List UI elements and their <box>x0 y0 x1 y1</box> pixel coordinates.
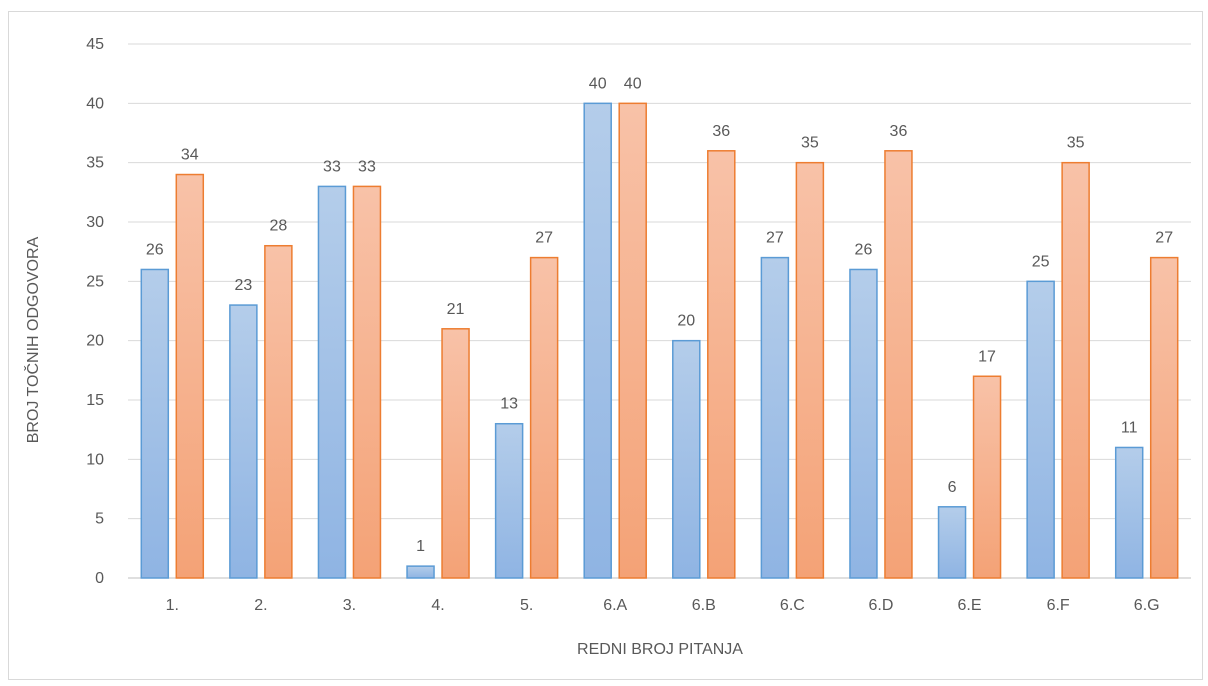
x-tick-label: 6.F <box>1047 597 1070 614</box>
x-tick-label: 6.E <box>958 597 982 614</box>
x-tick-label: 5. <box>520 597 533 614</box>
bar-series2-4. <box>441 328 470 579</box>
x-tick-label: 6.D <box>869 597 894 614</box>
data-label: 40 <box>624 75 642 92</box>
bar-series2-6.B <box>707 150 736 579</box>
data-label: 21 <box>447 301 465 318</box>
gridlines <box>128 43 1191 579</box>
data-label: 34 <box>181 147 199 164</box>
data-label: 26 <box>146 241 164 258</box>
y-tick-label: 15 <box>86 392 104 409</box>
data-label: 28 <box>269 218 287 235</box>
data-label: 33 <box>358 158 376 175</box>
x-axis-title: REDNI BROJ PITANJA <box>577 641 743 658</box>
x-tick-label: 6.C <box>780 597 805 614</box>
y-tick-label: 10 <box>86 451 104 468</box>
bar-series1-6.F <box>1026 280 1055 579</box>
data-label: 40 <box>589 75 607 92</box>
bar-series2-6.C <box>795 161 825 579</box>
x-axis-ticks: 1. 2. 3. 4. 5. 6.A 6.B 6.C 6.D 6.E 6.F 6.G <box>166 597 1160 614</box>
data-label: 11 <box>1121 419 1138 436</box>
x-tick-label: 6.A <box>603 597 627 614</box>
bar-series2-1. <box>175 173 205 579</box>
bar-series1-5. <box>494 422 524 579</box>
bar-series2-2. <box>264 244 293 579</box>
y-tick-label: 0 <box>95 570 104 587</box>
x-tick-label: 2. <box>254 597 267 614</box>
data-labels: 26 34 23 28 33 33 1 21 13 27 40 40 20 36 27 35 26 36 6 17 25… <box>146 75 1173 555</box>
y-tick-label: 5 <box>95 511 104 528</box>
bar-series2-6.F <box>1061 161 1090 579</box>
x-tick-label: 6.G <box>1134 597 1160 614</box>
data-label: 13 <box>500 396 518 413</box>
bar-series2-5. <box>529 256 559 579</box>
x-tick-label: 3. <box>343 597 356 614</box>
bar-series1-6.E <box>937 506 967 579</box>
data-label: 25 <box>1032 253 1050 270</box>
bar-series2-6.E <box>972 375 1002 579</box>
data-label: 33 <box>323 158 341 175</box>
x-tick-label: 4. <box>431 597 444 614</box>
data-label: 35 <box>801 135 819 152</box>
bar-series2-3. <box>352 185 382 579</box>
data-label: 1 <box>416 538 425 555</box>
x-tick-label: 6.B <box>692 597 716 614</box>
data-label: 20 <box>677 313 695 330</box>
bar-series1-2. <box>229 304 258 579</box>
data-label: 26 <box>855 241 873 258</box>
y-axis-ticks: 0 5 10 15 20 25 30 35 40 45 <box>86 36 104 587</box>
data-label: 36 <box>890 123 908 140</box>
bar-series1-4. <box>406 565 435 579</box>
bar-series1-6.C <box>760 256 790 579</box>
y-tick-label: 45 <box>86 36 104 53</box>
y-tick-label: 20 <box>86 333 104 350</box>
bar-series1-3. <box>317 185 347 579</box>
y-tick-label: 30 <box>86 214 104 231</box>
data-label: 27 <box>766 230 784 247</box>
data-label: 17 <box>978 348 996 365</box>
data-label: 27 <box>1155 230 1173 247</box>
bar-series1-1. <box>140 268 170 579</box>
data-label: 27 <box>535 230 553 247</box>
bar-series1-6.A <box>583 102 612 579</box>
bars <box>140 102 1179 579</box>
bar-series1-6.D <box>849 268 878 579</box>
bar-series1-6.G <box>1114 446 1144 579</box>
data-label: 36 <box>712 123 730 140</box>
bar-series2-6.A <box>618 102 647 579</box>
y-tick-label: 40 <box>86 95 104 112</box>
data-label: 23 <box>234 277 252 294</box>
y-axis-title: BROJ TOČNIH ODGOVORA <box>23 236 42 443</box>
y-tick-label: 25 <box>86 273 104 290</box>
x-tick-label: 1. <box>166 597 179 614</box>
bar-series2-6.D <box>884 150 913 579</box>
data-label: 6 <box>948 479 957 496</box>
bar-series2-6.G <box>1149 256 1179 579</box>
bar-series1-6.B <box>672 339 701 579</box>
y-tick-label: 35 <box>86 155 104 172</box>
data-label: 35 <box>1067 135 1085 152</box>
